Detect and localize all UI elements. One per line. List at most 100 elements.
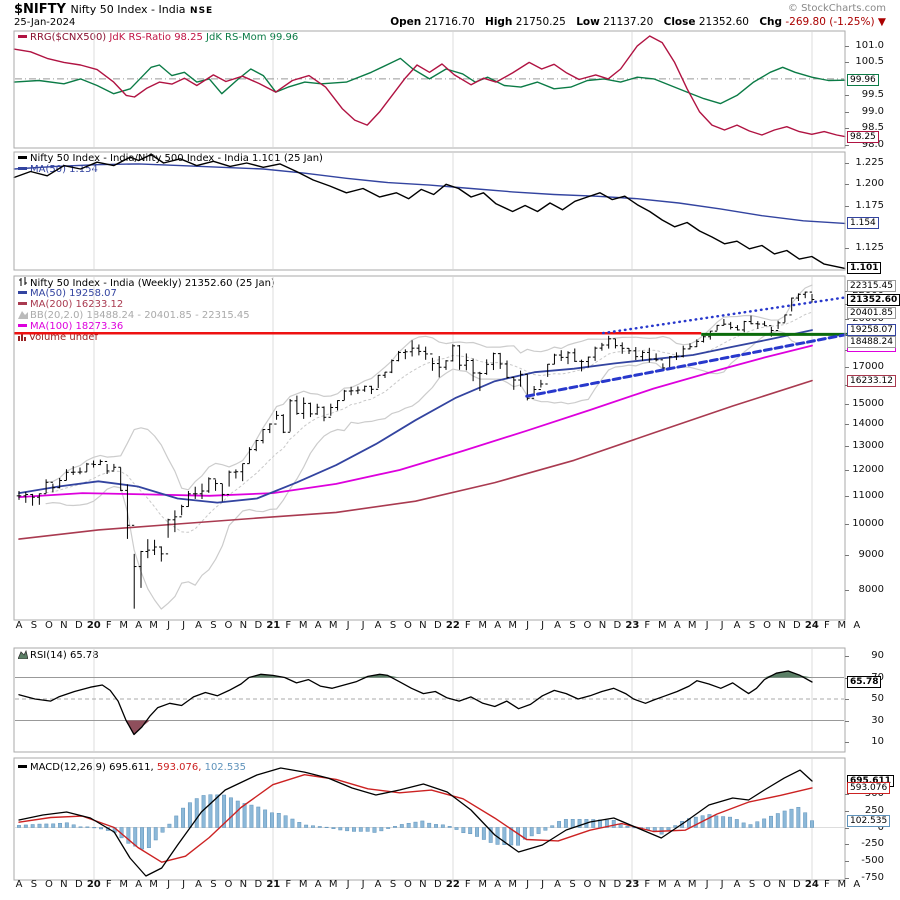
low-label: Low	[576, 16, 600, 28]
chart-date: 25-Jan-2024	[14, 17, 76, 28]
x-axis-month-label: D	[793, 879, 801, 890]
quote-summary: Open 21716.70 High 21750.25 Low 21137.20…	[383, 16, 886, 28]
x-axis-month-label: A	[494, 879, 502, 890]
high-label: High	[485, 16, 513, 28]
x-axis-month-label: O	[583, 879, 592, 890]
x-axis-month-label: A	[15, 879, 23, 890]
axis-tick-mark	[845, 794, 849, 796]
line-swatch-icon	[18, 324, 27, 327]
open-label: Open	[390, 16, 422, 28]
axis-tick-mark	[845, 334, 849, 336]
signal-value: 593.076,	[156, 762, 202, 773]
x-axis-month-label: S	[389, 620, 397, 631]
x-axis-month-label: A	[135, 620, 143, 631]
high-value: 21750.25	[515, 16, 566, 28]
x-axis-year-label: 21	[266, 620, 281, 631]
axis-tick-mark	[845, 844, 849, 846]
x-axis-month-label: J	[526, 879, 530, 890]
x-axis-year-label: 22	[445, 879, 460, 890]
axis-tick-mark	[845, 95, 849, 97]
x-axis-month-label: J	[541, 879, 545, 890]
axis-tick-label: 99.0	[861, 105, 884, 117]
x-axis-month-label: M	[149, 879, 158, 890]
axis-tick-label: 12000	[852, 464, 884, 476]
axis-tick-mark	[845, 677, 849, 679]
close-label: Close	[663, 16, 696, 28]
x-axis-month-label: O	[224, 879, 233, 890]
x-axis-month-label: A	[733, 620, 741, 631]
x-axis-month-label: F	[644, 620, 651, 631]
macd-value: 695.611,	[109, 762, 154, 773]
price-badge: 102.535	[847, 814, 891, 827]
x-axis-month-label: A	[733, 879, 741, 890]
x-axis-month-label: M	[837, 879, 847, 890]
x-axis-month-label: F	[464, 879, 471, 890]
axis-tick-label: 500	[864, 788, 884, 800]
axis-tick-mark	[845, 205, 849, 207]
symbol-ticker: $NIFTY	[14, 2, 66, 17]
axis-tick-mark	[845, 163, 849, 164]
axis-tick-mark	[845, 45, 849, 47]
price-badge: 20401.85	[847, 306, 896, 319]
x-axis-month-label: S	[748, 879, 756, 890]
axis-tick-label: 13000	[852, 440, 884, 452]
axis-tick-mark	[845, 720, 849, 722]
price-badge: 19258.07	[847, 324, 896, 337]
x-axis-month-label: F	[644, 879, 651, 890]
x-axis-month-label: J	[526, 620, 530, 631]
axis-tick-mark	[845, 62, 849, 64]
axis-tick-mark	[845, 248, 849, 249]
x-axis-month-label: N	[239, 879, 248, 890]
axis-tick-mark	[845, 384, 849, 386]
x-axis-year-label: 23	[625, 879, 640, 890]
axis-tick-mark	[845, 366, 849, 368]
x-axis-month-label: O	[763, 879, 771, 890]
x-axis-month-label: M	[478, 879, 488, 890]
axis-tick-mark	[845, 877, 849, 879]
price-badge: 593.076	[847, 781, 891, 794]
axis-tick-mark	[845, 810, 849, 812]
x-axis-month-label: F	[105, 879, 112, 890]
x-axis-month-label: S	[210, 620, 217, 631]
axis-tick-label: 21000	[852, 298, 884, 310]
price-legend: Nifty 50 Index - India (Weekly) 21352.60…	[18, 277, 275, 343]
x-axis-month-label: M	[687, 620, 697, 631]
x-axis-year-label: 20	[86, 879, 101, 890]
line-swatch-icon	[18, 765, 27, 768]
axis-tick-mark	[845, 446, 849, 448]
axis-tick-label: 1.175	[855, 199, 884, 211]
x-axis-month-label: F	[285, 879, 292, 890]
axis-tick-label: 19000	[852, 328, 884, 340]
axis-tick-label: 22000	[852, 284, 884, 296]
x-axis-month-label: S	[389, 879, 397, 890]
axis-tick-label: 30	[871, 714, 884, 726]
x-axis-month-label: D	[434, 879, 442, 890]
axis-tick-mark	[845, 128, 849, 130]
x-axis-month-label: M	[298, 620, 308, 631]
open-value: 21716.70	[424, 16, 475, 28]
price-badge: 16233.12	[847, 374, 896, 387]
price-volume: Volume undef	[29, 332, 99, 343]
line-swatch-icon	[18, 167, 27, 170]
axis-tick-label: 98.5	[861, 122, 884, 134]
copyright-link[interactable]: © StockCharts.com	[787, 3, 886, 14]
x-axis-month-label: S	[30, 879, 38, 890]
axis-tick-label: 10	[871, 736, 884, 747]
x-axis-month-label: N	[239, 620, 248, 631]
chg-value: -269.80 (-1.25%)	[785, 16, 875, 28]
axis-tick-label: 8000	[858, 584, 884, 595]
x-axis-month-label: O	[404, 620, 412, 631]
rsi-title: RSI(14) 65.78	[30, 650, 99, 661]
axis-tick-label: 17000	[852, 360, 884, 372]
rrg-legend: RRG($CNX500) JdK RS-Ratio 98.25 JdK RS-M…	[18, 32, 298, 43]
x-axis-month-label: D	[793, 620, 801, 631]
line-swatch-icon	[18, 291, 27, 294]
x-axis-month-label: A	[673, 879, 681, 890]
ratio-ma50: MA(50) 1.154	[30, 164, 98, 175]
x-axis-year-label: 20	[86, 620, 101, 631]
x-axis-month-label: M	[478, 620, 488, 631]
axis-tick-mark	[845, 111, 849, 113]
price-badge: 22315.45	[847, 280, 896, 293]
macd-name: MACD(12,26,9)	[30, 762, 106, 773]
x-axis-month-label: M	[298, 879, 308, 890]
